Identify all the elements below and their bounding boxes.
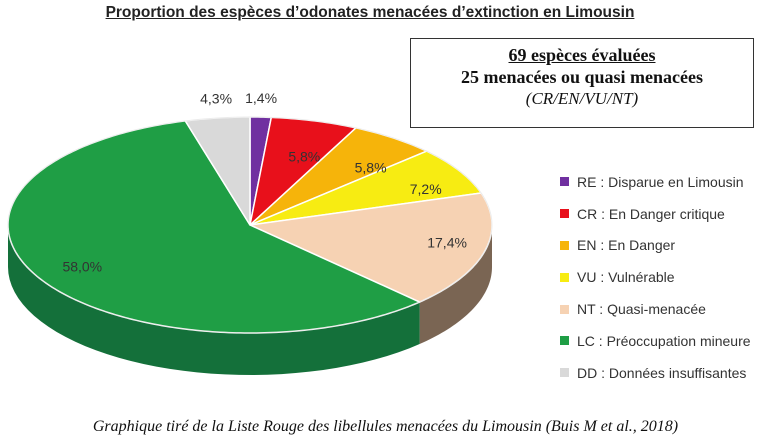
legend-label-en: EN : En Danger: [577, 237, 676, 254]
chart-title: Proportion des espèces d’odonates menacé…: [105, 4, 635, 21]
legend-swatch-en: [560, 240, 569, 250]
pie-sides: [8, 225, 492, 375]
legend-swatch-vu: [560, 272, 569, 282]
legend-label-vu: VU : Vulnérable: [577, 269, 675, 286]
legend-item-re: RE : Disparue en Limousin: [560, 166, 751, 198]
pie-slice-vu: [249, 150, 482, 226]
species-threatened-count: 25 menacées ou quasi menacées: [461, 67, 703, 87]
legend-item-lc: LC : Préoccupation mineure: [560, 325, 751, 357]
pie-side-lc: [8, 225, 420, 375]
pie-label-vu: 7,2%: [410, 181, 442, 197]
legend-label-dd: DD : Données insuffisantes: [577, 364, 747, 381]
legend-label-re: RE : Disparue en Limousin: [577, 173, 744, 190]
threat-categories-note: (CR/EN/VU/NT): [525, 89, 639, 108]
pie-slice-lc: [7, 120, 421, 334]
legend-swatch-cr: [560, 209, 569, 219]
legend-label-nt: NT : Quasi-menacée: [577, 301, 706, 318]
pie-label-cr: 5,8%: [288, 148, 320, 164]
legend-item-en: EN : En Danger: [560, 230, 751, 262]
legend-swatch-lc: [560, 336, 569, 346]
source-caption: Graphique tiré de la Liste Rouge des lib…: [92, 418, 679, 435]
legend-label-lc: LC : Préoccupation mineure: [577, 332, 751, 349]
pie-label-nt: 17,4%: [427, 234, 467, 250]
summary-box: 69 espèces évaluées 25 menacées ou quasi…: [410, 38, 754, 128]
pie-label-lc: 58,0%: [62, 259, 102, 275]
legend-label-cr: CR : En Danger critique: [577, 205, 725, 222]
pie-slice-cr: [249, 116, 357, 226]
pie-side-nt: [419, 225, 492, 345]
pie-tops: [7, 116, 493, 334]
legend: RE : Disparue en Limousin CR : En Danger …: [560, 166, 751, 389]
pie-label-dd: 4,3%: [200, 91, 232, 107]
pie-slice-nt: [249, 192, 493, 303]
pie-label-en: 5,8%: [355, 160, 387, 176]
legend-swatch-dd: [560, 368, 569, 378]
species-evaluated-count: 69 espèces évaluées: [508, 45, 656, 65]
legend-item-cr: CR : En Danger critique: [560, 198, 751, 230]
legend-item-nt: NT : Quasi-menacée: [560, 293, 751, 325]
pie-rim: [7, 116, 493, 334]
legend-item-vu: VU : Vulnérable: [560, 261, 751, 293]
pie-label-re: 1,4%: [245, 90, 277, 106]
legend-swatch-nt: [560, 304, 569, 314]
pie-slice-dd: [184, 116, 251, 226]
pie-labels: 1,4% 5,8% 5,8% 7,2% 17,4% 58,0% 4,3%: [62, 90, 467, 275]
legend-swatch-re: [560, 177, 569, 187]
legend-item-dd: DD : Données insuffisantes: [560, 357, 751, 389]
pie-slice-en: [249, 127, 428, 226]
